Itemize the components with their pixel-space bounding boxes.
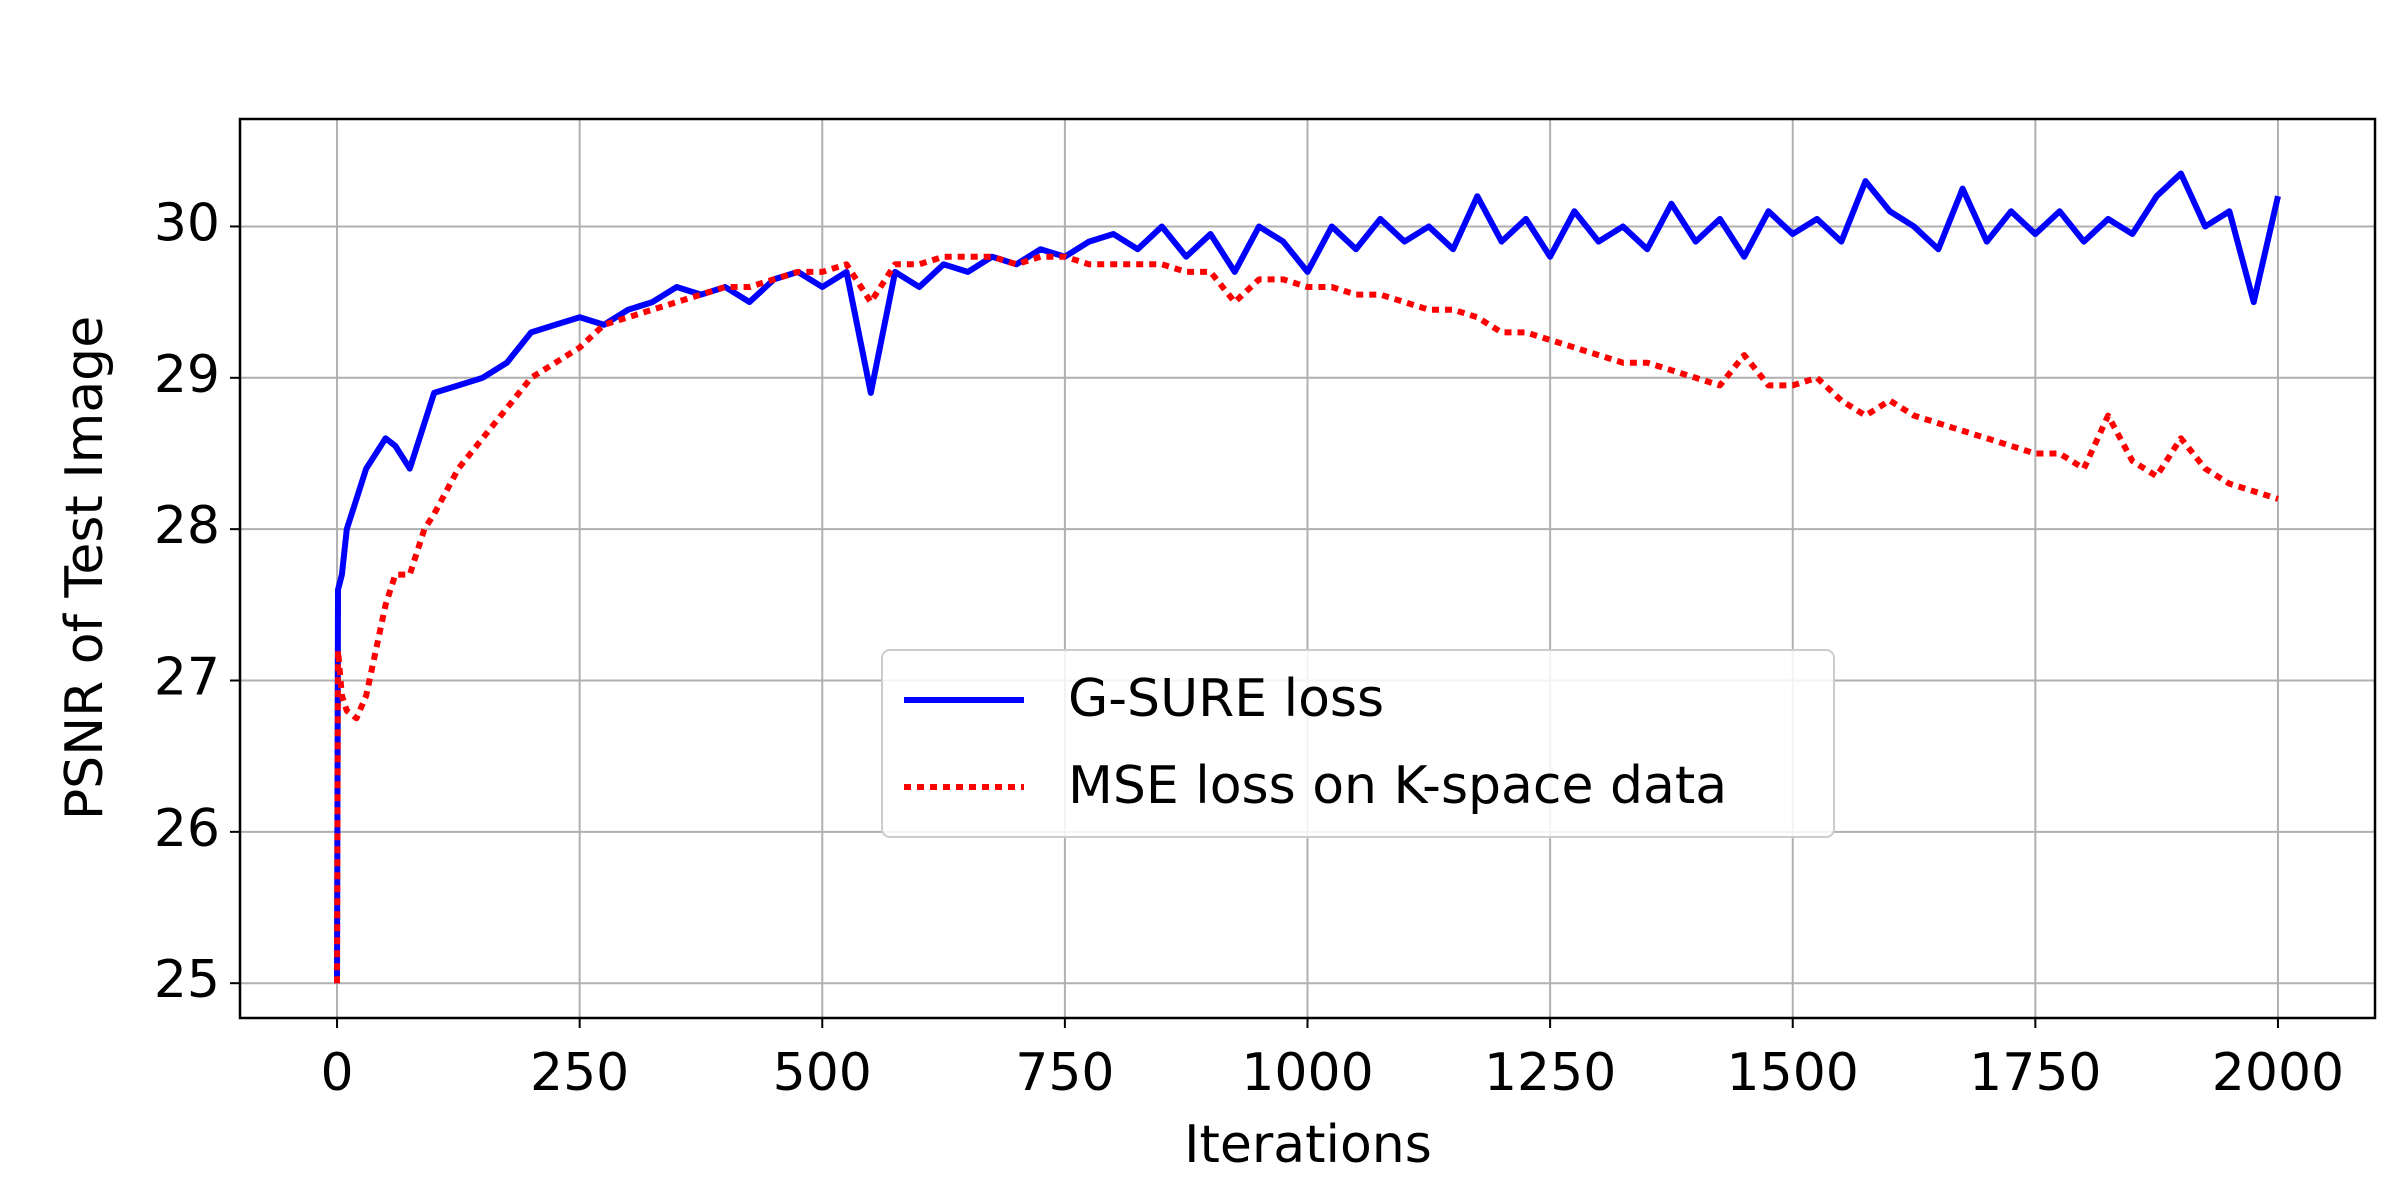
x-tick-label: 1750 <box>1969 1043 2101 1103</box>
y-tick-label: 25 <box>154 950 220 1010</box>
y-axis-label: PSNR of Test Image <box>55 316 115 820</box>
y-tick-label: 29 <box>154 345 220 405</box>
x-tick-label: 1250 <box>1484 1043 1616 1103</box>
line-series <box>334 253 2279 984</box>
x-tick-label: 750 <box>1015 1043 1114 1103</box>
x-tick-label: 250 <box>530 1043 629 1103</box>
y-tick-label: 27 <box>154 647 220 707</box>
x-tick-label: 2000 <box>2212 1043 2344 1103</box>
x-tick-label: 0 <box>320 1043 353 1103</box>
y-tick-label: 26 <box>154 799 220 859</box>
x-tick-label: 1500 <box>1727 1043 1859 1103</box>
x-axis-label: Iterations <box>1184 1115 1432 1175</box>
y-tick-label: 30 <box>154 193 220 253</box>
legend-label: MSE loss on K-space data <box>1068 756 1727 816</box>
y-tick-label: 28 <box>154 496 220 556</box>
plot-frame <box>238 117 2377 1020</box>
legend: G-SURE loss MSE loss on K-space data <box>881 649 1835 838</box>
legend-label: G-SURE loss <box>1068 669 1384 729</box>
line-series <box>334 170 2281 984</box>
x-tick-label: 1000 <box>1241 1043 1373 1103</box>
legend-box <box>881 649 1835 838</box>
x-tick-label: 500 <box>773 1043 872 1103</box>
